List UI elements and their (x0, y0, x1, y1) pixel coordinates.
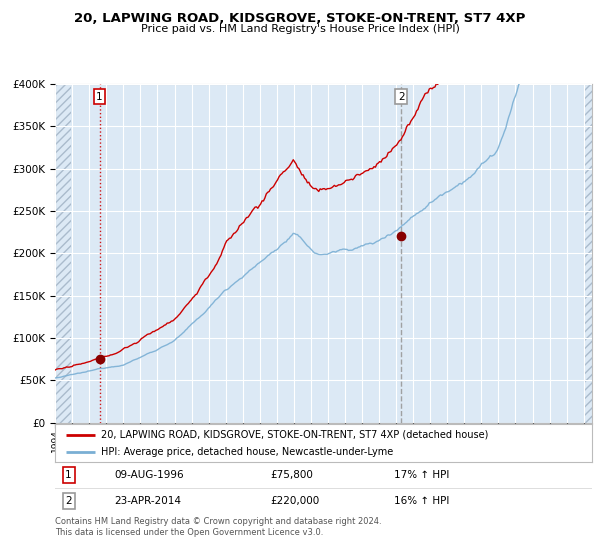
Text: 2: 2 (65, 496, 72, 506)
Text: 2: 2 (398, 92, 404, 102)
Bar (584, 84, 592, 423)
Text: HPI: Average price, detached house, Newcastle-under-Lyme: HPI: Average price, detached house, Newc… (101, 447, 393, 458)
Text: 09-AUG-1996: 09-AUG-1996 (114, 470, 184, 480)
Text: 16% ↑ HPI: 16% ↑ HPI (394, 496, 449, 506)
Text: 17% ↑ HPI: 17% ↑ HPI (394, 470, 449, 480)
Text: Price paid vs. HM Land Registry's House Price Index (HPI): Price paid vs. HM Land Registry's House … (140, 24, 460, 34)
Text: £220,000: £220,000 (270, 496, 319, 506)
Bar (55, 84, 71, 423)
Text: 1: 1 (96, 92, 103, 102)
Bar (584, 84, 592, 423)
Bar (55, 84, 71, 423)
Text: 20, LAPWING ROAD, KIDSGROVE, STOKE-ON-TRENT, ST7 4XP: 20, LAPWING ROAD, KIDSGROVE, STOKE-ON-TR… (74, 12, 526, 25)
Text: 20, LAPWING ROAD, KIDSGROVE, STOKE-ON-TRENT, ST7 4XP (detached house): 20, LAPWING ROAD, KIDSGROVE, STOKE-ON-TR… (101, 430, 488, 440)
Text: Contains HM Land Registry data © Crown copyright and database right 2024.
This d: Contains HM Land Registry data © Crown c… (55, 517, 382, 537)
Text: 23-APR-2014: 23-APR-2014 (114, 496, 181, 506)
Text: £75,800: £75,800 (270, 470, 313, 480)
Text: 1: 1 (65, 470, 72, 480)
